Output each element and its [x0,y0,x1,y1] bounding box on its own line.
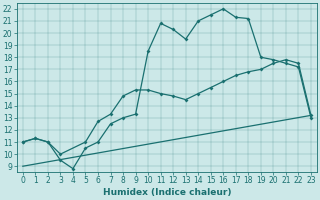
X-axis label: Humidex (Indice chaleur): Humidex (Indice chaleur) [103,188,231,197]
